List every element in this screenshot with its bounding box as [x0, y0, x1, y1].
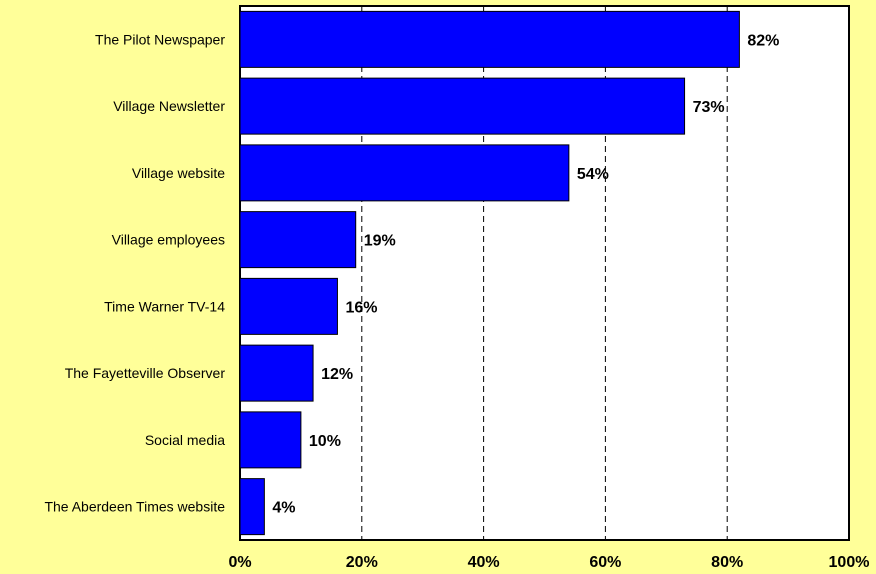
data-label: 73% — [693, 99, 725, 116]
bar-7 — [239, 411, 302, 469]
data-label: 10% — [309, 433, 341, 450]
category-label: The Fayetteville Observer — [65, 365, 226, 381]
category-label: Time Warner TV-14 — [104, 298, 225, 314]
bar-4 — [239, 211, 357, 269]
x-tick-label: 60% — [589, 554, 621, 571]
category-label: The Pilot Newspaper — [95, 31, 225, 47]
bars — [239, 10, 740, 536]
data-label: 54% — [577, 166, 609, 183]
bar-6 — [239, 344, 314, 402]
data-label: 4% — [272, 500, 295, 517]
x-tick-label: 80% — [711, 554, 743, 571]
bar-8 — [239, 478, 265, 536]
data-label: 82% — [747, 32, 779, 49]
x-tick-label: 40% — [468, 554, 500, 571]
data-label: 16% — [345, 299, 377, 316]
category-label: Village Newsletter — [113, 98, 225, 114]
bar-2 — [239, 77, 686, 135]
x-tick-label: 0% — [228, 554, 251, 571]
category-labels: The Pilot Newspaper Village Newsletter Vil… — [44, 31, 225, 514]
x-tick-label: 20% — [346, 554, 378, 571]
data-label: 19% — [364, 233, 396, 250]
x-axis-ticks: 0% 20% 40% 60% 80% 100% — [228, 554, 869, 571]
category-label: Village employees — [112, 232, 225, 248]
x-tick-label: 100% — [829, 554, 870, 571]
category-label: Village website — [132, 165, 225, 181]
bar-5 — [239, 277, 338, 335]
gridlines — [361, 6, 728, 540]
category-label: The Aberdeen Times website — [44, 499, 225, 515]
bar-3 — [239, 144, 570, 202]
data-labels: 82% 73% 54% 19% 16% 12% 10% 4% — [272, 32, 779, 516]
category-label: Social media — [145, 432, 225, 448]
bar-1 — [239, 10, 740, 68]
data-label: 12% — [321, 366, 353, 383]
